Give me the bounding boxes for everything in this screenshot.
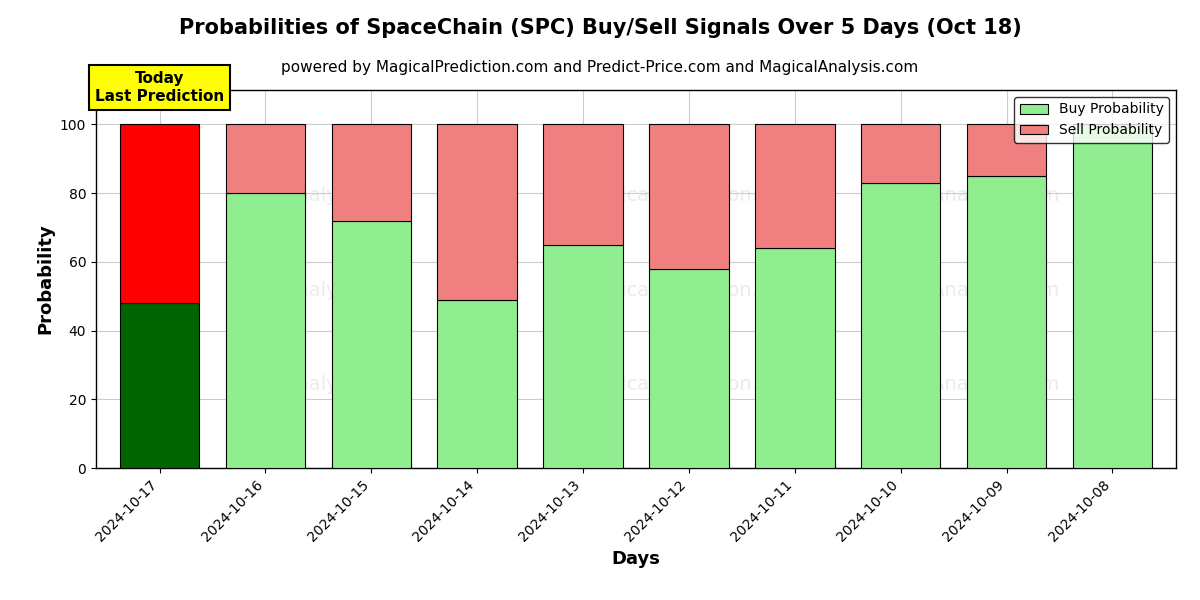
Text: calAnalysis.com: calAnalysis.com xyxy=(256,376,412,394)
Text: calAnalysis.com: calAnalysis.com xyxy=(904,376,1060,394)
Text: MagicalPrediction.com: MagicalPrediction.com xyxy=(581,281,799,300)
X-axis label: Days: Days xyxy=(612,550,660,568)
Bar xyxy=(120,124,199,303)
Bar xyxy=(755,248,834,468)
Text: calAnalysis.com: calAnalysis.com xyxy=(904,187,1060,205)
Bar xyxy=(1073,124,1152,468)
Bar xyxy=(544,245,623,468)
Bar xyxy=(862,183,941,468)
Text: calAnalysis.com: calAnalysis.com xyxy=(904,281,1060,300)
Bar xyxy=(862,124,941,183)
Bar xyxy=(120,303,199,468)
Y-axis label: Probability: Probability xyxy=(36,224,54,334)
Bar xyxy=(649,269,728,468)
Bar xyxy=(438,124,517,299)
Text: MagicalPrediction.com: MagicalPrediction.com xyxy=(581,376,799,394)
Bar xyxy=(331,124,412,221)
Bar xyxy=(438,299,517,468)
Bar xyxy=(226,193,305,468)
Bar xyxy=(967,124,1046,176)
Text: powered by MagicalPrediction.com and Predict-Price.com and MagicalAnalysis.com: powered by MagicalPrediction.com and Pre… xyxy=(281,60,919,75)
Bar xyxy=(226,124,305,193)
Text: Today
Last Prediction: Today Last Prediction xyxy=(95,71,224,104)
Legend: Buy Probability, Sell Probability: Buy Probability, Sell Probability xyxy=(1014,97,1169,143)
Bar xyxy=(331,221,412,468)
Text: calAnalysis.com: calAnalysis.com xyxy=(256,187,412,205)
Text: Probabilities of SpaceChain (SPC) Buy/Sell Signals Over 5 Days (Oct 18): Probabilities of SpaceChain (SPC) Buy/Se… xyxy=(179,18,1021,38)
Text: MagicalPrediction.com: MagicalPrediction.com xyxy=(581,187,799,205)
Bar xyxy=(967,176,1046,468)
Bar xyxy=(544,124,623,245)
Bar xyxy=(755,124,834,248)
Bar xyxy=(649,124,728,269)
Text: calAnalysis.com: calAnalysis.com xyxy=(256,281,412,300)
